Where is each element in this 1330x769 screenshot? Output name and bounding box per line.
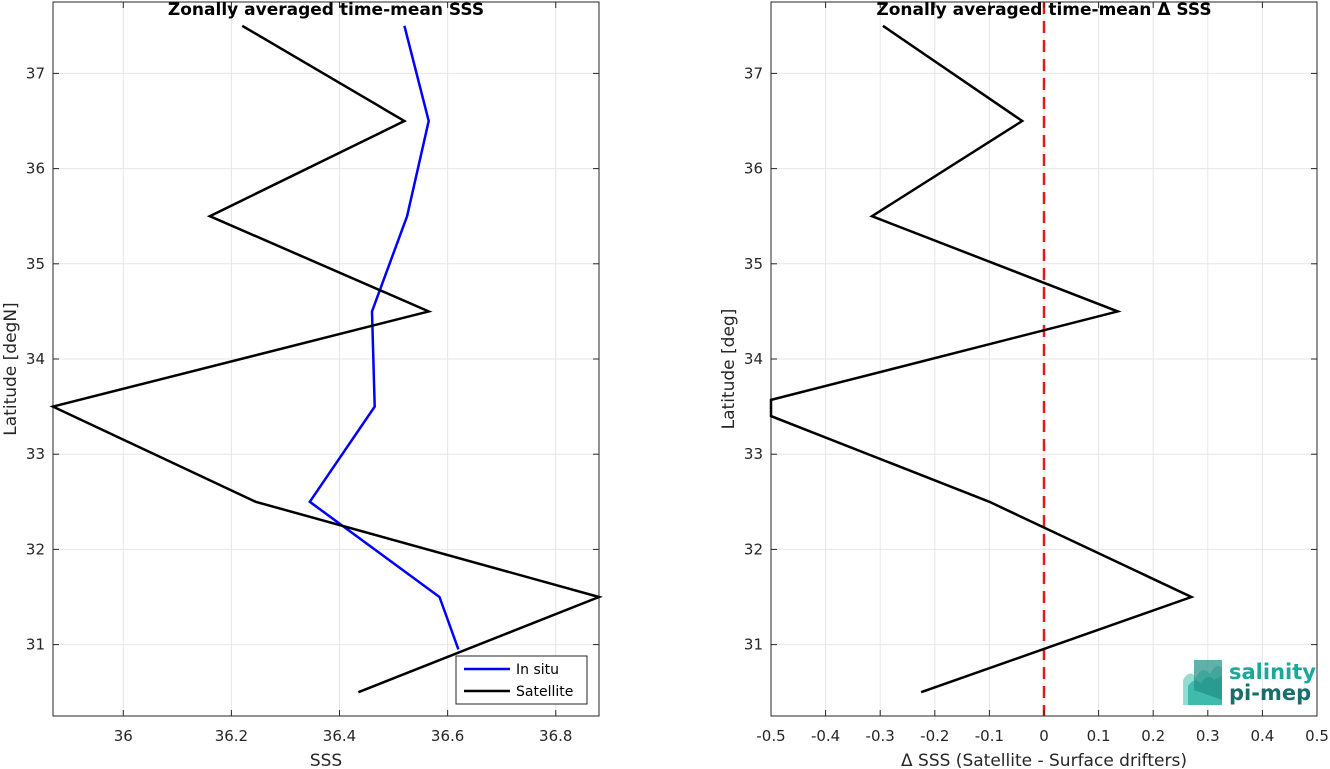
sss-panel: 36 36.2 36.4 36.6 36.8 31 32 33 34 35 36 37 Zonall…: [1, 0, 603, 769]
delta-y-ticks: 31 32 33 34 35 36 37: [744, 64, 1317, 654]
delta-y-tick-label: 35: [744, 255, 763, 273]
delta-x-tick-label: 0.4: [1250, 727, 1274, 745]
delta-x-tick-label: -0.3: [866, 727, 895, 745]
sss-x-axis-label: SSS: [310, 751, 342, 769]
delta-x-tick-label: -0.1: [975, 727, 1004, 745]
legend-in-situ-label: In situ: [516, 662, 559, 678]
salinity-pi-mep-logo: salinity pi-mep: [1183, 660, 1316, 705]
delta-grid: [770, 2, 1318, 716]
sss-x-tick-label: 36.6: [431, 727, 464, 745]
logo-wave-icon: [1183, 660, 1222, 705]
legend-box: [455, 655, 588, 705]
sss-y-tick-label: 37: [26, 64, 45, 82]
sss-x-tick-label: 36.8: [539, 727, 572, 745]
delta-series: [769, 24, 1195, 694]
sss-legend: In situ Satellite: [455, 655, 588, 705]
sss-series-line-satellite: [49, 24, 603, 694]
delta-sss-panel: -0.5 -0.4 -0.3 -0.2 -0.1 0 0.1 0.2 0.3 0.4 0.5 313…: [719, 0, 1329, 769]
sss-grid: [53, 2, 599, 716]
delta-y-tick-label: 31: [744, 636, 763, 654]
legend-satellite-label: Satellite: [516, 684, 573, 700]
delta-x-tick-label: -0.4: [811, 727, 840, 745]
delta-y-tick-label: 34: [744, 350, 763, 368]
delta-y-axis-label: Latitude [deg]: [719, 309, 739, 430]
delta-y-tick-label: 33: [744, 445, 763, 463]
delta-x-ticks: -0.5 -0.4 -0.3 -0.2 -0.1 0 0.1 0.2 0.3 0.4 0.5: [756, 2, 1329, 745]
sss-y-tick-label: 33: [26, 445, 45, 463]
delta-series-line-delta: [769, 24, 1195, 694]
delta-x-tick-label: 0.1: [1087, 727, 1111, 745]
sss-series: [49, 24, 603, 694]
sss-y-tick-label: 36: [26, 160, 45, 178]
delta-x-tick-label: -0.5: [756, 727, 785, 745]
sss-y-tick-label: 32: [26, 540, 45, 558]
sss-x-ticks: 36 36.2 36.4 36.6 36.8: [114, 2, 572, 745]
delta-x-tick-label: 0.2: [1141, 727, 1165, 745]
delta-y-tick-label: 32: [744, 540, 763, 558]
sss-y-tick-label: 35: [26, 255, 45, 273]
sss-y-tick-label: 34: [26, 350, 45, 368]
delta-y-tick-label: 37: [744, 64, 763, 82]
sss-x-tick-label: 36: [114, 727, 133, 745]
sss-y-tick-label: 31: [26, 636, 45, 654]
delta-x-tick-label: 0.3: [1196, 727, 1220, 745]
sss-y-ticks: 31 32 33 34 35 36 37: [26, 64, 599, 654]
logo-text-pi-mep: pi-mep: [1229, 681, 1311, 705]
delta-x-tick-label: 0.5: [1305, 727, 1329, 745]
sss-x-tick-label: 36.4: [323, 727, 356, 745]
sss-chart-title: Zonally averaged time-mean SSS: [168, 0, 484, 20]
delta-x-tick-label: -0.2: [920, 727, 949, 745]
delta-x-axis-label: Δ SSS (Satellite - Surface drifters): [901, 751, 1187, 769]
delta-y-tick-label: 36: [744, 160, 763, 178]
delta-x-tick-label: 0: [1039, 727, 1049, 745]
sss-series-line-in-situ: [308, 25, 460, 650]
sss-x-tick-label: 36.2: [215, 727, 248, 745]
sss-y-axis-label: Latitude [degN]: [1, 302, 21, 435]
logo-text-salinity: salinity: [1229, 660, 1316, 684]
delta-chart-title: Zonally averaged time-mean Δ SSS: [876, 0, 1211, 20]
